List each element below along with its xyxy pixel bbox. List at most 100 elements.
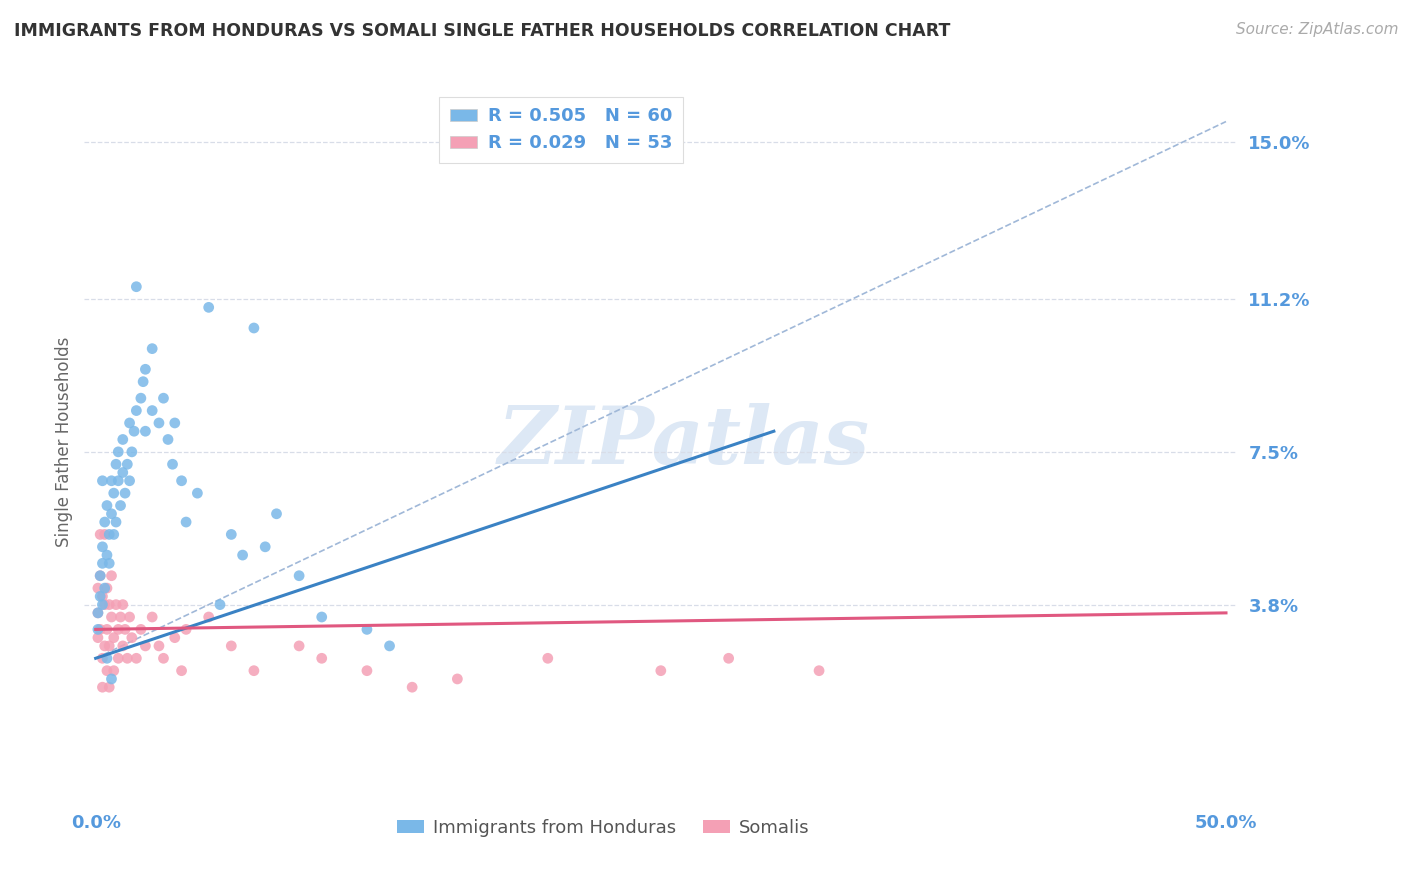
Point bbox=[170, 664, 193, 678]
Point bbox=[98, 527, 121, 541]
Point bbox=[117, 651, 139, 665]
Point bbox=[162, 457, 184, 471]
Point bbox=[96, 499, 118, 513]
Point bbox=[163, 631, 186, 645]
Text: Source: ZipAtlas.com: Source: ZipAtlas.com bbox=[1236, 22, 1399, 37]
Point bbox=[100, 568, 122, 582]
Point bbox=[288, 568, 311, 582]
Point bbox=[163, 416, 186, 430]
Point bbox=[96, 664, 118, 678]
Point bbox=[105, 515, 128, 529]
Point bbox=[111, 433, 134, 447]
Point bbox=[537, 651, 560, 665]
Point bbox=[446, 672, 468, 686]
Point bbox=[91, 590, 114, 604]
Point bbox=[122, 424, 145, 438]
Point bbox=[134, 424, 156, 438]
Point bbox=[134, 362, 156, 376]
Point bbox=[107, 445, 129, 459]
Legend: Immigrants from Honduras, Somalis: Immigrants from Honduras, Somalis bbox=[389, 812, 817, 845]
Point bbox=[89, 568, 111, 582]
Point bbox=[111, 639, 134, 653]
Point bbox=[87, 606, 110, 620]
Point bbox=[89, 568, 111, 582]
Point bbox=[148, 416, 170, 430]
Point bbox=[96, 581, 118, 595]
Point bbox=[103, 664, 125, 678]
Point bbox=[125, 651, 148, 665]
Point bbox=[121, 445, 143, 459]
Point bbox=[89, 590, 111, 604]
Point bbox=[91, 540, 114, 554]
Point bbox=[243, 321, 266, 335]
Point bbox=[98, 680, 121, 694]
Point bbox=[356, 623, 378, 637]
Point bbox=[91, 598, 114, 612]
Point bbox=[141, 342, 163, 356]
Point bbox=[93, 581, 115, 595]
Point bbox=[152, 651, 174, 665]
Point bbox=[103, 486, 125, 500]
Text: IMMIGRANTS FROM HONDURAS VS SOMALI SINGLE FATHER HOUSEHOLDS CORRELATION CHART: IMMIGRANTS FROM HONDURAS VS SOMALI SINGL… bbox=[14, 22, 950, 40]
Point bbox=[266, 507, 288, 521]
Point bbox=[118, 474, 141, 488]
Point bbox=[717, 651, 740, 665]
Point bbox=[221, 639, 243, 653]
Point bbox=[118, 416, 141, 430]
Point bbox=[100, 672, 122, 686]
Point bbox=[98, 639, 121, 653]
Text: ZIPatlas: ZIPatlas bbox=[498, 403, 870, 480]
Point bbox=[129, 391, 152, 405]
Point bbox=[87, 623, 110, 637]
Point bbox=[118, 610, 141, 624]
Point bbox=[105, 457, 128, 471]
Point bbox=[91, 680, 114, 694]
Point bbox=[125, 279, 148, 293]
Point bbox=[141, 610, 163, 624]
Point bbox=[114, 623, 136, 637]
Point bbox=[93, 527, 115, 541]
Point bbox=[174, 515, 197, 529]
Point bbox=[93, 598, 115, 612]
Point bbox=[197, 301, 219, 315]
Point bbox=[103, 631, 125, 645]
Point bbox=[650, 664, 672, 678]
Point bbox=[254, 540, 277, 554]
Point bbox=[103, 527, 125, 541]
Point bbox=[87, 606, 110, 620]
Point bbox=[121, 631, 143, 645]
Point bbox=[401, 680, 423, 694]
Point bbox=[148, 639, 170, 653]
Point bbox=[111, 466, 134, 480]
Point bbox=[93, 639, 115, 653]
Point bbox=[98, 557, 121, 571]
Point bbox=[221, 527, 243, 541]
Point bbox=[156, 433, 179, 447]
Point bbox=[93, 515, 115, 529]
Point bbox=[96, 623, 118, 637]
Point bbox=[87, 631, 110, 645]
Point bbox=[110, 499, 132, 513]
Point bbox=[107, 651, 129, 665]
Point bbox=[243, 664, 266, 678]
Point bbox=[100, 474, 122, 488]
Point bbox=[100, 610, 122, 624]
Point bbox=[107, 623, 129, 637]
Point bbox=[89, 623, 111, 637]
Point bbox=[378, 639, 401, 653]
Y-axis label: Single Father Households: Single Father Households bbox=[55, 336, 73, 547]
Point bbox=[110, 610, 132, 624]
Point bbox=[125, 403, 148, 417]
Point bbox=[89, 527, 111, 541]
Point bbox=[356, 664, 378, 678]
Point bbox=[808, 664, 831, 678]
Point bbox=[311, 610, 333, 624]
Point bbox=[170, 474, 193, 488]
Point bbox=[208, 598, 231, 612]
Point bbox=[100, 507, 122, 521]
Point bbox=[311, 651, 333, 665]
Point bbox=[98, 598, 121, 612]
Point bbox=[186, 486, 208, 500]
Point bbox=[152, 391, 174, 405]
Point bbox=[197, 610, 219, 624]
